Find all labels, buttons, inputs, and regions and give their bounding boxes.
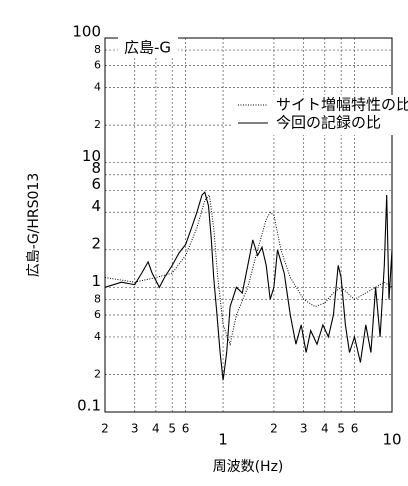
- y-tick-label: 2: [94, 118, 101, 131]
- x-tick-label: 4: [152, 422, 160, 436]
- y-tick-label: 0.1: [77, 397, 101, 415]
- x-tick-label: 6: [182, 422, 190, 436]
- y-tick-label: 6: [94, 59, 101, 72]
- y-tick-label: 4: [91, 197, 101, 215]
- x-axis-label: 周波数(Hz): [213, 459, 284, 475]
- y-tick-label: 6: [94, 308, 101, 321]
- x-tick-label: 3: [131, 422, 139, 436]
- x-tick-label: 3: [300, 422, 308, 436]
- y-tick-label: 2: [91, 234, 101, 252]
- y-tick-label: 8: [91, 159, 101, 177]
- x-tick-label: 2: [101, 422, 109, 436]
- x-tick-label: 10: [382, 431, 401, 449]
- x-tick-label: 5: [168, 422, 176, 436]
- data-line: [104, 191, 393, 381]
- y-tick-label: 8: [94, 43, 101, 56]
- x-tick-label: 4: [321, 422, 329, 436]
- y-tick-label: 2: [94, 367, 101, 380]
- y-tick-label: 8: [94, 292, 101, 305]
- annotation-box: [118, 36, 178, 58]
- legend-label: サイト増幅特性の比: [276, 96, 408, 114]
- y-tick-label: 100: [72, 23, 101, 41]
- y-tick-label: 6: [91, 175, 101, 193]
- legend-box: [233, 95, 393, 135]
- y-tick-label: 4: [94, 81, 101, 94]
- y-tick-label: 1: [91, 272, 101, 290]
- annotation: 広島-G: [124, 39, 171, 57]
- plot-frame: [104, 37, 393, 413]
- x-tick-label: 6: [351, 422, 359, 436]
- y-tick-label: 4: [94, 330, 101, 343]
- y-tick-label: 10: [82, 147, 101, 165]
- x-tick-label: 2: [270, 422, 278, 436]
- legend-label: 今回の記録の比: [276, 114, 381, 132]
- y-axis-label: 広島-G/HRS013: [26, 173, 42, 277]
- data-line: [104, 193, 393, 347]
- x-tick-label: 1: [218, 431, 228, 449]
- x-tick-label: 5: [337, 422, 345, 436]
- plot-area: [105, 38, 392, 412]
